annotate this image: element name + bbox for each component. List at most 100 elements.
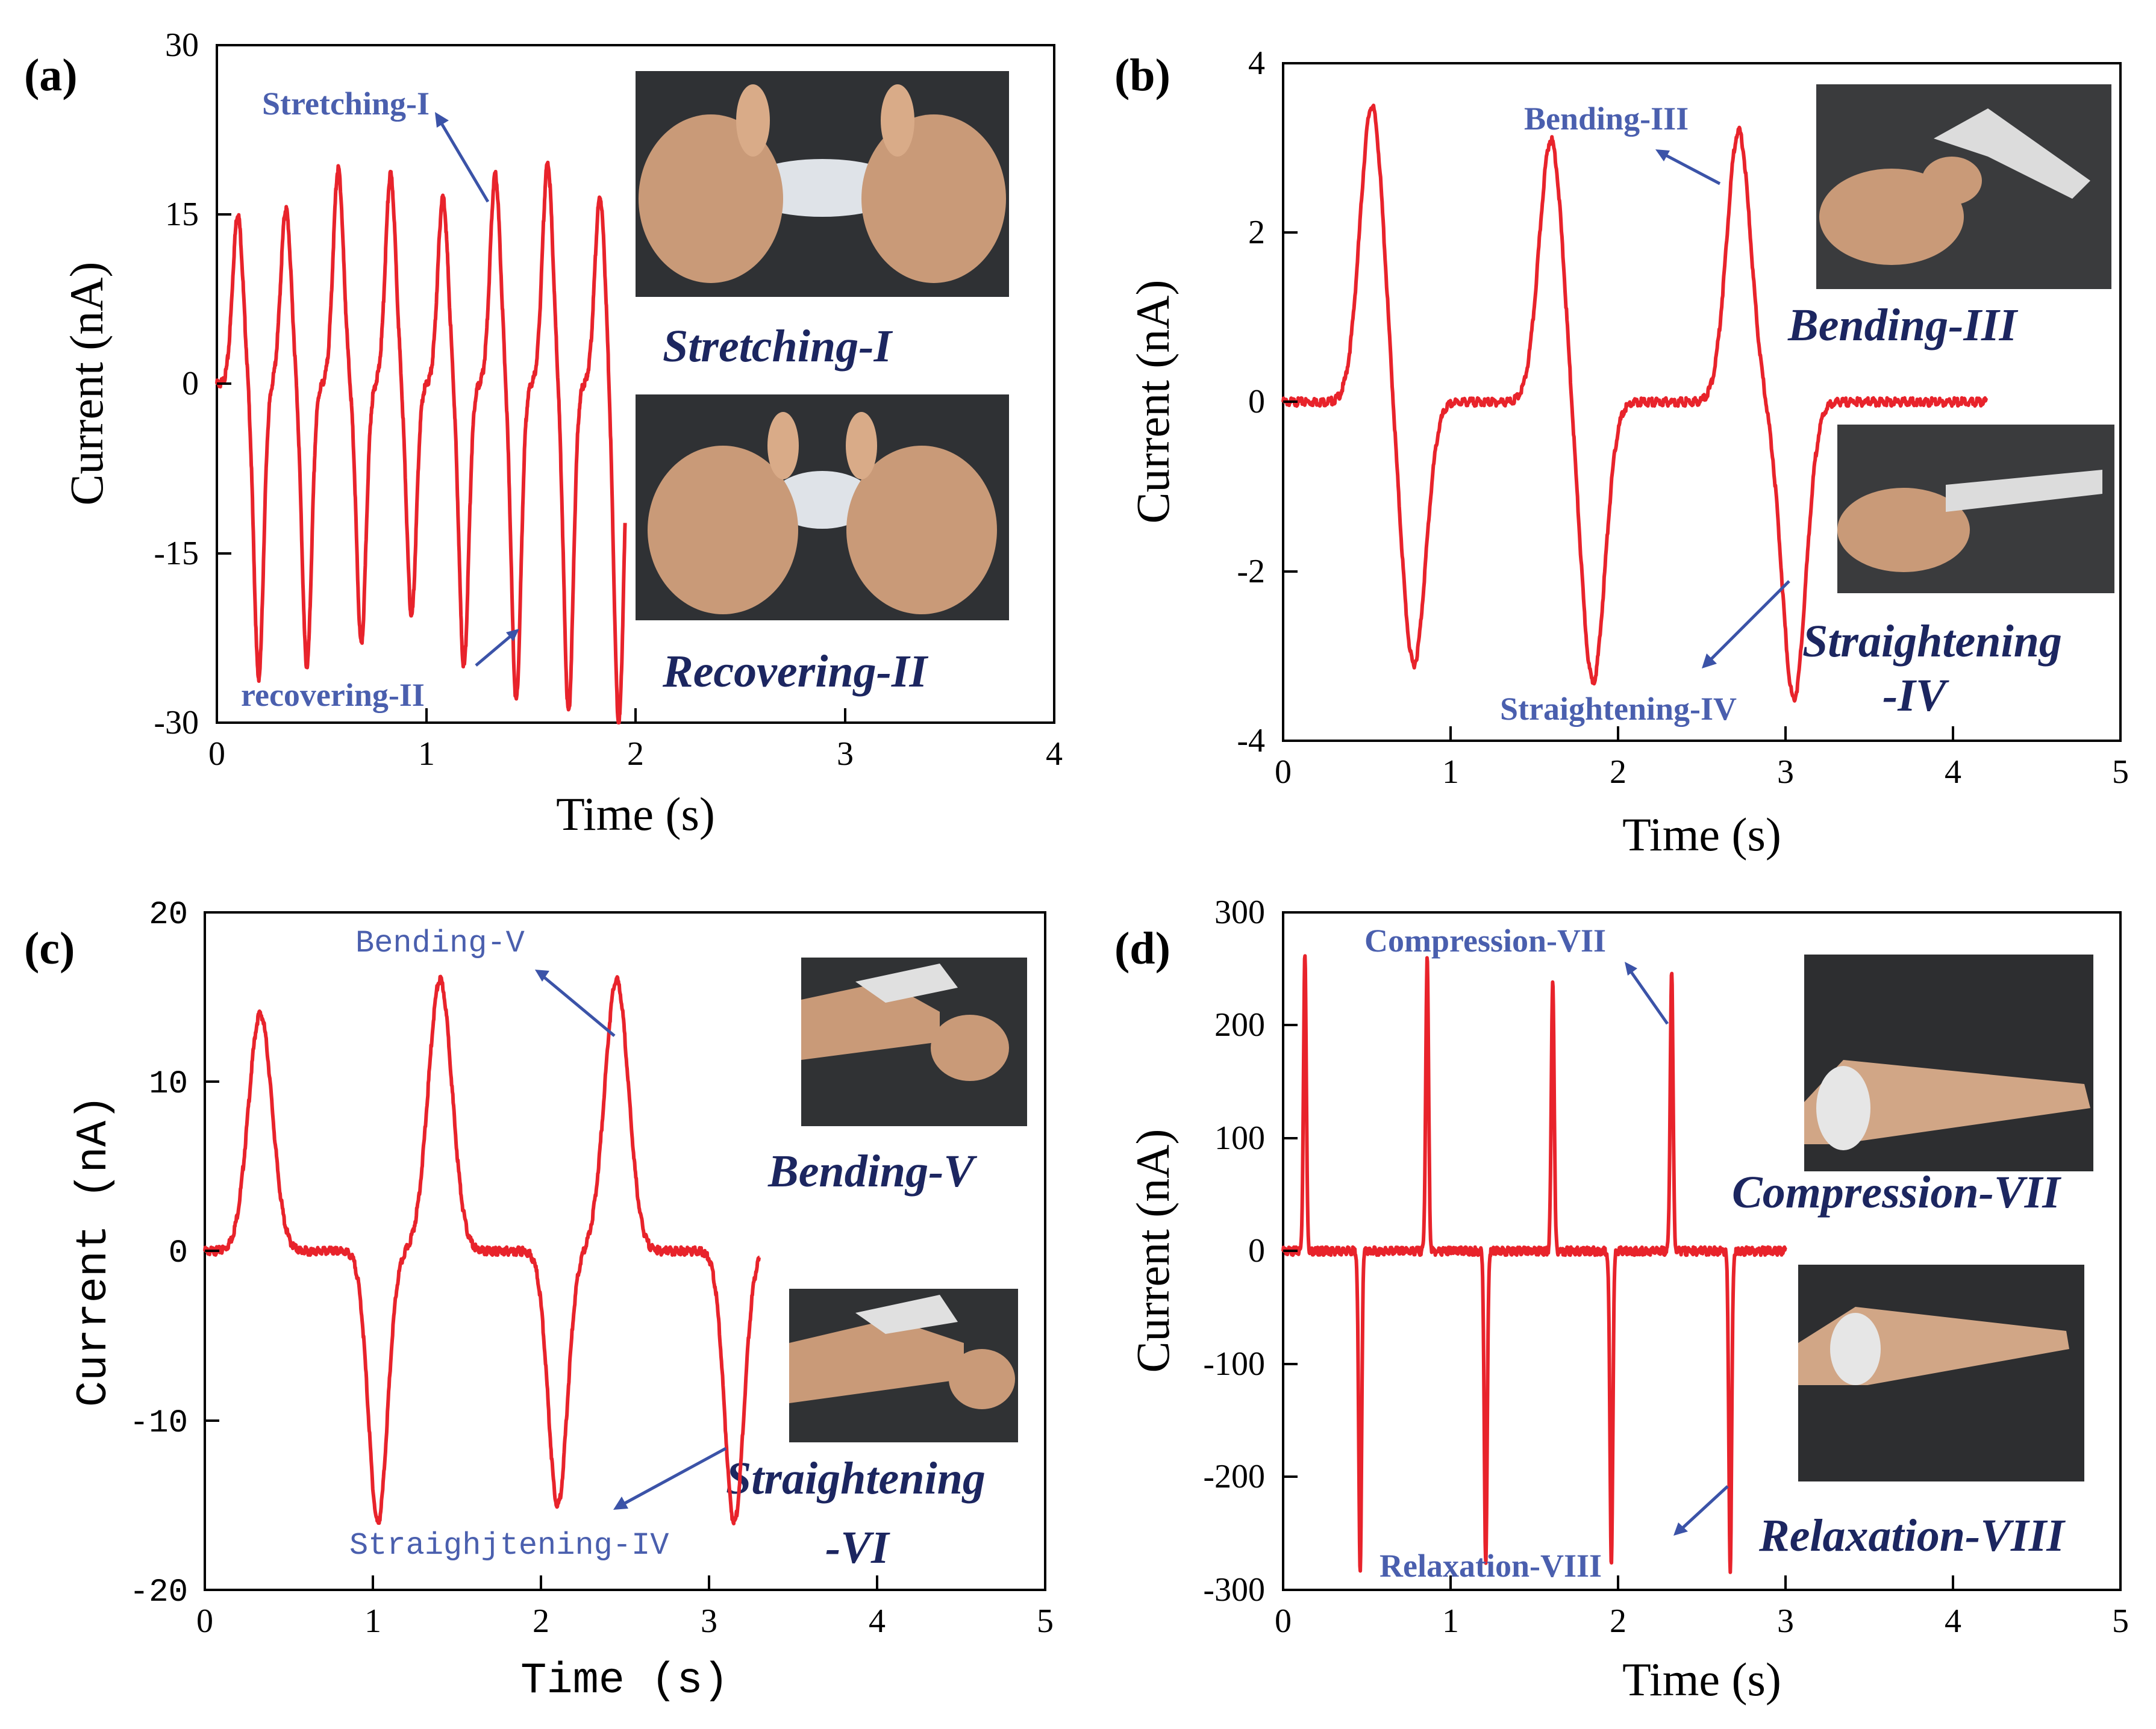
- panel-d-current-trace: [1281, 954, 1787, 1574]
- panel-a-label: (a): [24, 50, 78, 101]
- panel-c-caption-bending: Bending-V: [767, 1146, 977, 1197]
- panel-b-caption-iv: -IV: [1883, 670, 1949, 721]
- panel-a-annotation-recovering: recovering-II: [241, 677, 425, 713]
- panel-c-xtick-label: 0: [196, 1603, 213, 1640]
- panel-b-arrow-straightening: [1707, 580, 1790, 664]
- panel-c-label: (c): [24, 923, 75, 974]
- panel-a-xlabel: Time (s): [556, 788, 715, 840]
- panel-b-xtick-label: 4: [1945, 753, 1961, 791]
- panel-b-caption-bending: Bending-III: [1787, 300, 2019, 350]
- panel-b-xtick-label: 1: [1442, 753, 1459, 791]
- panel-d-xtick-label: 0: [1275, 1603, 1292, 1640]
- panel-d-arrowhead-compression: [1625, 962, 1637, 976]
- panel-a-photo-recovering: [636, 394, 1009, 620]
- panel-c: (c) Bending-V Straightening -VI Bending-…: [24, 897, 1054, 1706]
- panel-d-ytick-label: 200: [1214, 1006, 1265, 1044]
- panel-c-ylabel: Current (nA): [69, 1095, 119, 1407]
- panel-b-yticks: 4 2 0 -2 -4: [1237, 45, 1298, 759]
- panel-d-caption-relaxation: Relaxation-VIII: [1758, 1510, 2066, 1561]
- panel-a-ytick-label: 15: [165, 196, 199, 233]
- panel-a-caption-recovering: Recovering-II: [662, 646, 928, 697]
- panel-b-photo-straight: [1837, 425, 2114, 593]
- panel-b-caption-straightening: Straightening: [1802, 616, 2062, 667]
- panel-a-ytick-label: -30: [154, 704, 199, 741]
- panel-d-ytick-label: -300: [1203, 1571, 1265, 1609]
- panel-d-annotation-relaxation: Relaxation-VIII: [1380, 1548, 1602, 1584]
- panel-c-photo-straight: [789, 1289, 1018, 1442]
- panel-b-xtick-label: 0: [1275, 753, 1292, 791]
- panel-c-arrowhead-bending: [535, 970, 549, 982]
- panel-b-arrow-bending: [1661, 152, 1721, 185]
- panel-b-current-trace: [1281, 104, 1989, 703]
- panel-b-annotation-bending: Bending-III: [1524, 101, 1689, 137]
- panel-d-xtick-label: 3: [1777, 1603, 1794, 1640]
- panel-a: (a) Stretching-I Recovering-II Stretchin…: [24, 26, 1063, 840]
- panel-c-xlabel: Time (s): [520, 1656, 729, 1706]
- panel-c-yticks: 20 10 0 -10 -20: [130, 897, 219, 1611]
- panel-b-xticks: 0 1 2 3 4 5: [1275, 726, 2129, 791]
- panel-b-arrowhead-straightening: [1702, 653, 1717, 668]
- panel-b-ylabel: Current (nA): [1126, 279, 1179, 523]
- panel-c-ytick-label: 10: [149, 1066, 188, 1103]
- panel-b-ytick-label: 0: [1248, 383, 1265, 420]
- panel-c-ytick-label: -10: [130, 1405, 188, 1442]
- panel-d-xtick-label: 1: [1442, 1603, 1459, 1640]
- panel-b-annotation-straightening: Straightening-IV: [1500, 691, 1737, 727]
- panel-d-ytick-label: 0: [1248, 1232, 1265, 1269]
- panel-c-caption-straightening: Straightening: [726, 1453, 986, 1504]
- panel-b-ytick-label: -4: [1237, 722, 1265, 759]
- panel-d: (d) Compression-VII Relaxation-VIII Comp…: [1114, 894, 2129, 1706]
- panel-a-current-trace: [215, 160, 627, 724]
- panel-d-ylabel: Current (nA): [1126, 1129, 1179, 1372]
- panel-d-xticks: 0 1 2 3 4 5: [1275, 1575, 2129, 1640]
- panel-d-label: (d): [1114, 923, 1170, 974]
- panel-c-annotation-bending: Bending-V: [355, 926, 525, 961]
- panel-c-xtick-label: 3: [701, 1603, 717, 1640]
- panel-b-photo-bending: [1816, 84, 2111, 289]
- panel-d-arrow-compression: [1628, 968, 1669, 1025]
- panel-d-caption-compression: Compression-VII: [1732, 1167, 2061, 1218]
- panel-c-photo-bending: [801, 958, 1027, 1126]
- panel-a-arrow-recovering: [475, 631, 516, 667]
- panel-a-yticks: 30 15 0 -15 -30: [154, 26, 231, 741]
- panel-d-ytick-label: -100: [1203, 1345, 1265, 1383]
- panel-c-xticks: 0 1 2 3 4 5: [196, 1575, 1054, 1640]
- panel-d-xtick-label: 2: [1610, 1603, 1626, 1640]
- panel-a-xtick-label: 1: [418, 735, 435, 773]
- panel-a-annotation-stretching: Stretching-I: [262, 86, 430, 122]
- panel-a-xtick-label: 4: [1046, 735, 1063, 773]
- panel-b-arrowhead-bending: [1655, 149, 1670, 161]
- panel-a-arrow-stretching: [438, 119, 490, 203]
- panel-a-xticks: 0 1 2 3 4: [208, 708, 1063, 773]
- panel-d-xtick-label: 5: [2112, 1603, 2129, 1640]
- panel-a-caption-stretching: Stretching-I: [663, 321, 893, 372]
- panel-d-xlabel: Time (s): [1622, 1653, 1781, 1706]
- panel-b: (b) Bending-III Straightening -IV Bendin…: [1114, 45, 2129, 861]
- panel-d-ytick-label: 300: [1214, 894, 1265, 931]
- panel-c-ytick-label: 0: [169, 1235, 188, 1272]
- panel-c-ytick-label: -20: [130, 1574, 188, 1611]
- panel-a-ylabel: Current (nA): [60, 261, 113, 505]
- panel-b-xtick-label: 3: [1777, 753, 1794, 791]
- panel-d-photo-relaxation: [1798, 1265, 2084, 1481]
- panel-b-label: (b): [1114, 50, 1170, 101]
- panel-c-arrowhead-straightening: [613, 1497, 628, 1510]
- panel-c-arrow-bending: [541, 974, 616, 1037]
- panel-b-ytick-label: 2: [1248, 214, 1265, 251]
- panel-d-ytick-label: 100: [1214, 1120, 1265, 1157]
- panel-b-xtick-label: 2: [1610, 753, 1626, 791]
- panel-a-xtick-label: 3: [837, 735, 854, 773]
- panel-d-arrow-relaxation: [1679, 1485, 1729, 1531]
- panel-a-xtick-label: 0: [208, 735, 225, 773]
- panel-b-xlabel: Time (s): [1622, 808, 1781, 861]
- panel-c-arrow-straightening: [619, 1447, 727, 1507]
- panel-d-ytick-label: -200: [1203, 1458, 1265, 1495]
- panel-a-xtick-label: 2: [627, 735, 644, 773]
- panel-a-arrowhead-recovering: [506, 629, 519, 641]
- panel-c-caption-vi: -VI: [825, 1522, 890, 1573]
- panel-c-xtick-label: 2: [533, 1603, 549, 1640]
- panel-a-photo-stretching: [636, 71, 1009, 297]
- panel-c-xtick-label: 1: [364, 1603, 381, 1640]
- panel-c-xtick-label: 5: [1037, 1603, 1054, 1640]
